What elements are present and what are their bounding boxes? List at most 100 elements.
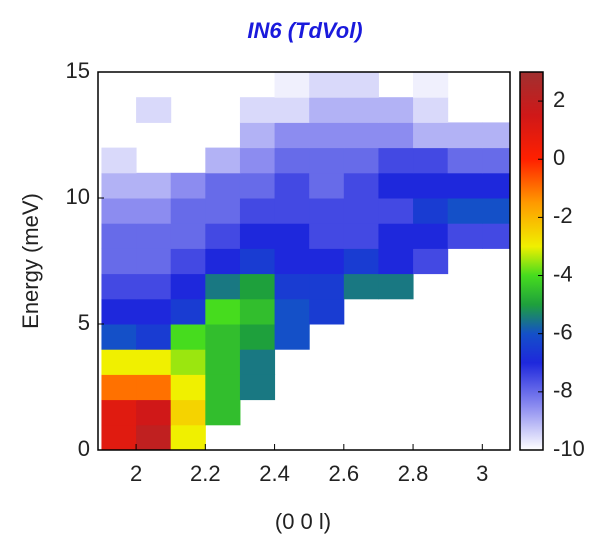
heat-cell xyxy=(170,424,206,450)
plot-frame xyxy=(97,71,511,451)
heat-cell xyxy=(378,122,414,149)
heat-cell xyxy=(343,273,379,300)
heat-cell xyxy=(413,198,449,224)
heat-cell xyxy=(239,324,276,350)
heat-cell xyxy=(136,298,172,325)
x-tick-label: 2.2 xyxy=(190,461,221,486)
heat-cell xyxy=(343,147,379,174)
heat-cell xyxy=(101,198,137,224)
heat-cell xyxy=(274,298,310,325)
heat-cell xyxy=(205,147,241,174)
heat-cell xyxy=(101,374,137,401)
heat-cell xyxy=(309,248,345,275)
heat-cell xyxy=(378,147,414,174)
heat-cell xyxy=(170,349,206,375)
y-tick-label: 5 xyxy=(78,310,90,335)
colorbar-tick-label: 0 xyxy=(553,145,565,170)
heat-cell xyxy=(378,273,414,300)
heat-cell xyxy=(136,399,172,426)
heat-cell xyxy=(482,172,510,199)
heat-cell xyxy=(101,399,137,426)
heat-cell xyxy=(205,298,241,325)
heat-cell xyxy=(447,198,483,224)
heat-cell xyxy=(309,122,345,149)
heat-cell xyxy=(101,147,137,174)
heat-cell xyxy=(482,122,510,149)
heat-cell xyxy=(170,248,206,275)
heat-cell xyxy=(309,147,345,174)
heat-cell xyxy=(205,324,241,350)
heat-cell xyxy=(170,399,206,426)
heat-cell xyxy=(205,198,241,224)
heat-cell xyxy=(309,97,345,123)
heat-cell xyxy=(447,147,483,174)
heat-cell xyxy=(274,324,310,350)
heat-cell xyxy=(482,147,510,174)
heat-cell xyxy=(136,374,172,401)
heat-cell xyxy=(309,273,345,300)
heat-cell xyxy=(101,273,137,300)
heat-cell xyxy=(170,374,206,401)
heat-cell xyxy=(447,223,483,249)
heat-cell xyxy=(343,122,379,149)
heat-cell xyxy=(343,172,379,199)
heat-cell xyxy=(239,248,276,275)
y-tick-label: 15 xyxy=(66,58,90,83)
heat-cell xyxy=(378,223,414,249)
heat-cell xyxy=(136,223,172,249)
colorbar-tick-label: 2 xyxy=(553,87,565,112)
heat-cell xyxy=(239,147,276,174)
heatmap xyxy=(101,72,510,450)
heat-cell xyxy=(170,223,206,249)
heat-cell xyxy=(413,223,449,249)
heat-cell xyxy=(309,298,345,325)
heat-cell xyxy=(378,97,414,123)
heat-cell xyxy=(101,324,137,350)
heat-cell xyxy=(378,172,414,199)
heat-cell xyxy=(205,223,241,249)
x-tick-label: 3 xyxy=(476,461,488,486)
colorbar-tick-label: -6 xyxy=(553,320,573,345)
heat-cell xyxy=(413,72,449,98)
colorbar-tick-label: -8 xyxy=(553,378,573,403)
heat-cell xyxy=(413,97,449,123)
colorbar-tick-label: -4 xyxy=(553,261,573,286)
heat-cell xyxy=(136,424,172,450)
heat-cell xyxy=(274,273,310,300)
heat-cell xyxy=(413,172,449,199)
heat-cell xyxy=(309,223,345,249)
heat-cell xyxy=(274,198,310,224)
heat-cell xyxy=(101,298,137,325)
y-tick-label: 0 xyxy=(78,436,90,461)
heat-cell xyxy=(170,298,206,325)
heat-cell xyxy=(447,172,483,199)
heat-cell xyxy=(205,248,241,275)
heat-cell xyxy=(343,223,379,249)
heat-cell xyxy=(101,223,137,249)
heat-cell xyxy=(447,122,483,149)
heat-cell xyxy=(274,147,310,174)
heat-cell xyxy=(170,172,206,199)
heat-cell xyxy=(482,198,510,224)
heat-cell xyxy=(239,298,276,325)
heat-cell xyxy=(378,198,414,224)
heat-cell xyxy=(274,122,310,149)
heat-cell xyxy=(413,248,449,275)
x-tick-label: 2 xyxy=(130,461,142,486)
heat-cell xyxy=(136,349,172,375)
heat-cell xyxy=(343,248,379,275)
heat-cell xyxy=(170,198,206,224)
heat-cell xyxy=(274,97,310,123)
heat-cell xyxy=(239,172,276,199)
heat-cell xyxy=(205,374,241,401)
heat-cell xyxy=(101,349,137,375)
chart-title: IN6 (TdVol) xyxy=(247,18,362,43)
y-axis-label: Energy (meV) xyxy=(18,193,43,329)
heat-cell xyxy=(239,223,276,249)
heat-cell xyxy=(136,324,172,350)
heat-cell xyxy=(136,198,172,224)
heat-cell xyxy=(101,172,137,199)
x-tick-label: 2.8 xyxy=(398,461,429,486)
heat-cell xyxy=(136,248,172,275)
heat-cell xyxy=(343,198,379,224)
